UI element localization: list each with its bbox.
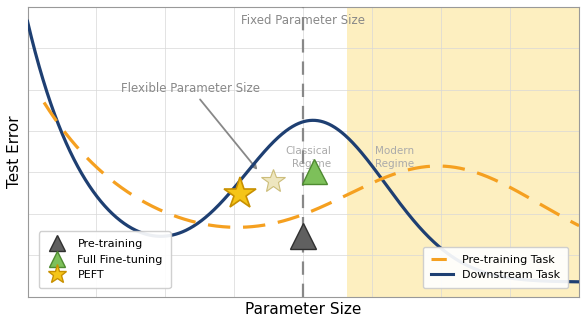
Y-axis label: Test Error: Test Error xyxy=(7,115,22,188)
Legend: Pre-training Task, Downstream Task: Pre-training Task, Downstream Task xyxy=(423,247,568,288)
Text: Flexible Parameter Size: Flexible Parameter Size xyxy=(121,82,260,168)
Text: Fixed Parameter Size: Fixed Parameter Size xyxy=(241,14,365,27)
Text: Classical
Regime: Classical Regime xyxy=(285,146,331,169)
X-axis label: Parameter Size: Parameter Size xyxy=(245,302,362,317)
Text: Modern
Regime: Modern Regime xyxy=(375,146,414,169)
Bar xyxy=(347,7,579,296)
